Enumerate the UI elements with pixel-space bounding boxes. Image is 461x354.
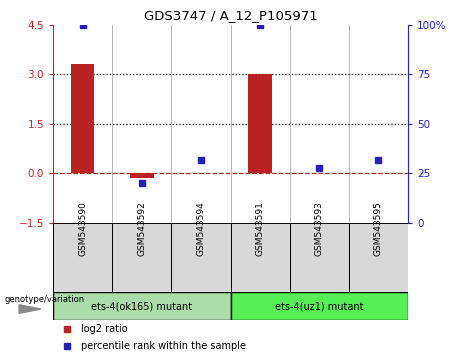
Bar — [230, 292, 408, 320]
Text: GSM543592: GSM543592 — [137, 201, 146, 256]
Text: genotype/variation: genotype/variation — [5, 295, 85, 304]
Bar — [248, 74, 272, 173]
Bar — [230, 223, 290, 292]
Text: GSM543594: GSM543594 — [196, 201, 206, 256]
Text: GSM543593: GSM543593 — [315, 201, 324, 256]
Text: GSM543591: GSM543591 — [255, 201, 265, 256]
Bar — [53, 223, 112, 292]
Text: GSM543595: GSM543595 — [374, 201, 383, 256]
Text: GSM543590: GSM543590 — [78, 201, 87, 256]
Text: ets-4(ok165) mutant: ets-4(ok165) mutant — [91, 301, 192, 311]
Text: percentile rank within the sample: percentile rank within the sample — [82, 341, 247, 350]
Bar — [349, 223, 408, 292]
Bar — [130, 173, 154, 178]
Bar — [112, 223, 171, 292]
Polygon shape — [19, 305, 41, 313]
Title: GDS3747 / A_12_P105971: GDS3747 / A_12_P105971 — [144, 9, 317, 22]
Text: log2 ratio: log2 ratio — [82, 324, 128, 334]
Bar — [71, 64, 95, 173]
Bar — [53, 292, 230, 320]
Bar — [290, 223, 349, 292]
Text: ets-4(uz1) mutant: ets-4(uz1) mutant — [275, 301, 363, 311]
Bar — [171, 223, 230, 292]
